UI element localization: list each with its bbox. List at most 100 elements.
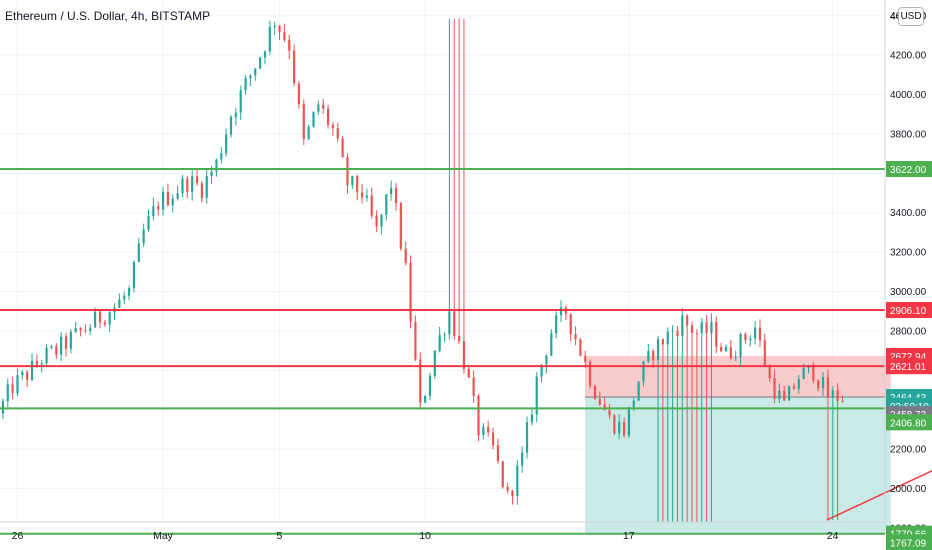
candle-body [462, 341, 466, 369]
candle-body [686, 315, 689, 326]
time-tick-label: May [153, 530, 174, 542]
candle-body [773, 378, 776, 399]
price-tick-label: 4000.00 [890, 90, 927, 101]
candle-body [778, 390, 781, 399]
candle-body [84, 330, 87, 332]
candle-body [370, 195, 373, 216]
candle-body [768, 366, 771, 379]
candle-body [593, 386, 597, 399]
price-label: 3622.00 [890, 165, 927, 176]
candle-body [433, 350, 436, 376]
stop-loss-zone [585, 355, 891, 398]
candle-body [530, 414, 533, 423]
candle-body [123, 295, 126, 300]
price-label: 2621.01 [890, 362, 927, 373]
candle-body [739, 334, 742, 358]
candle-body [472, 377, 475, 396]
currency-button[interactable]: USD [898, 7, 924, 26]
candle-body [559, 307, 563, 316]
price-label-bg [886, 534, 932, 550]
price-label: 2406.80 [890, 418, 927, 429]
candle-body [821, 377, 825, 389]
candle-body [802, 367, 805, 380]
candle-body [30, 360, 34, 381]
candle-body [147, 215, 150, 230]
candle-body [797, 379, 800, 389]
candle-body [45, 347, 48, 364]
candle-body [200, 183, 203, 198]
candle-body [326, 108, 330, 125]
price-label-bg [886, 414, 932, 431]
candle-body [181, 178, 184, 194]
candle-body [516, 465, 519, 496]
candle-body [734, 357, 737, 359]
candle-body [234, 112, 237, 117]
candle-body [491, 432, 495, 446]
price-label-bg [886, 302, 932, 319]
candle-body [700, 322, 703, 334]
candle-body [642, 361, 645, 382]
candle-body [317, 104, 320, 112]
chart-title: Ethereum / U.S. Dollar, 4h, BITSTAMP [5, 9, 211, 23]
price-tick-label: 2200.00 [890, 445, 927, 456]
candle-body [385, 194, 388, 215]
candle-body [74, 328, 77, 332]
candle-body [356, 176, 359, 193]
candle-body [288, 39, 291, 51]
candle-body [60, 336, 63, 355]
candle-body [11, 384, 14, 394]
candle-body [652, 351, 655, 361]
candle-body [467, 368, 470, 378]
candle-body [705, 322, 708, 334]
candle-body [50, 346, 53, 348]
candle-body [836, 390, 839, 401]
candle-body [390, 187, 393, 195]
price-label-bg [886, 161, 932, 178]
candle-body [191, 176, 194, 192]
candle-body [278, 25, 281, 33]
candle-body [428, 375, 432, 396]
candle-body [496, 445, 500, 462]
candle-body [341, 138, 344, 158]
candle-body [618, 421, 621, 434]
candle-body [312, 111, 315, 127]
chart-grid [0, 0, 885, 529]
candle-body [637, 381, 640, 401]
candle-body [589, 361, 592, 387]
candle-body [448, 311, 451, 335]
candle-body [792, 386, 796, 389]
candle-body [661, 339, 665, 345]
candle-body [399, 202, 402, 249]
candle-body [647, 351, 650, 362]
horizontal-levels[interactable] [0, 168, 885, 535]
candle-body [695, 332, 698, 334]
candle-body [525, 422, 529, 453]
candle-body [322, 104, 325, 109]
candle-body [579, 339, 582, 356]
candle-body [297, 83, 301, 105]
candle-body [380, 214, 383, 227]
candle-body [545, 355, 548, 365]
candle-body [16, 375, 19, 394]
candle-body [40, 363, 43, 365]
price-tick-label: 3200.00 [890, 248, 927, 259]
candle-body [210, 171, 213, 177]
candle-body [404, 248, 407, 263]
candle-body [681, 315, 684, 336]
price-axis-labels: 3622.002906.102672.942621.012464.4303:50… [886, 161, 932, 550]
position-tool[interactable] [585, 355, 891, 534]
candle-body [360, 192, 364, 198]
price-label: 1767.09 [890, 538, 927, 549]
candle-body [817, 380, 820, 389]
take-profit-zone [585, 397, 891, 534]
candle-body [365, 195, 368, 198]
candle-body [331, 124, 335, 129]
candle-body [720, 346, 723, 352]
candle-body [487, 426, 490, 433]
candle-body [574, 333, 577, 340]
candle-body [254, 68, 257, 76]
candle-body [249, 75, 252, 79]
candle-body [409, 262, 412, 322]
candle-body [622, 421, 626, 436]
